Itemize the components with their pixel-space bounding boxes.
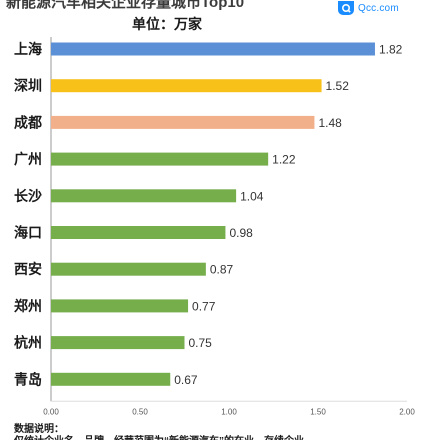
brand-logo: Qcc.com xyxy=(338,0,418,16)
data-label: 1.04 xyxy=(240,189,264,203)
bar-7 xyxy=(51,299,189,313)
unit-label: 单位：万家 xyxy=(132,16,202,32)
bar-8 xyxy=(51,336,185,350)
bar-9 xyxy=(51,372,171,386)
chart-title: 新能源汽车相关企业存量城市Top10 xyxy=(6,0,245,11)
bar-6 xyxy=(51,262,206,276)
data-label: 1.22 xyxy=(272,153,296,167)
category-label: 西安 xyxy=(14,261,42,277)
bar-chart: 上海 1.82 深圳 1.52 成都 1.48 广州 1.22 长沙 1.04 海口 0.98 西安 0.… xyxy=(14,37,415,416)
brand-icon xyxy=(338,1,354,15)
data-label: 0.77 xyxy=(192,299,216,313)
bar-1 xyxy=(51,79,322,93)
category-label: 海口 xyxy=(14,225,42,241)
bar-4 xyxy=(51,189,237,203)
category-label: 上海 xyxy=(14,41,42,57)
category-label: 成都 xyxy=(14,114,42,130)
category-label: 杭州 xyxy=(14,335,42,351)
bar-5 xyxy=(51,226,226,239)
data-label: 0.87 xyxy=(210,263,234,277)
x-tick-label: 1.50 xyxy=(310,407,326,416)
category-label: 长沙 xyxy=(14,188,42,204)
data-label: 0.98 xyxy=(229,226,253,240)
bar-3 xyxy=(51,152,269,166)
x-tick-label: 0.00 xyxy=(43,407,59,416)
note-title: 数据说明： xyxy=(14,424,64,435)
x-tick-label: 2.00 xyxy=(399,407,415,416)
data-label: 1.52 xyxy=(326,79,350,93)
data-label: 0.75 xyxy=(189,336,213,350)
data-label: 1.48 xyxy=(318,116,342,130)
x-tick-label: 0.50 xyxy=(132,407,148,416)
data-label: 1.82 xyxy=(379,43,403,57)
bar-0 xyxy=(51,42,375,56)
note-text: 仅统计企业名、品牌、经营范围为“新能源汽车”的在业、存续企业 xyxy=(14,432,414,440)
brand-name: Qcc.com xyxy=(358,2,399,14)
bar-2 xyxy=(51,115,315,129)
category-label: 青岛 xyxy=(14,371,42,387)
category-label: 广州 xyxy=(14,151,42,167)
data-label: 0.67 xyxy=(174,373,198,387)
x-tick-label: 1.00 xyxy=(221,407,237,416)
category-label: 郑州 xyxy=(14,298,42,314)
category-label: 深圳 xyxy=(14,78,42,94)
